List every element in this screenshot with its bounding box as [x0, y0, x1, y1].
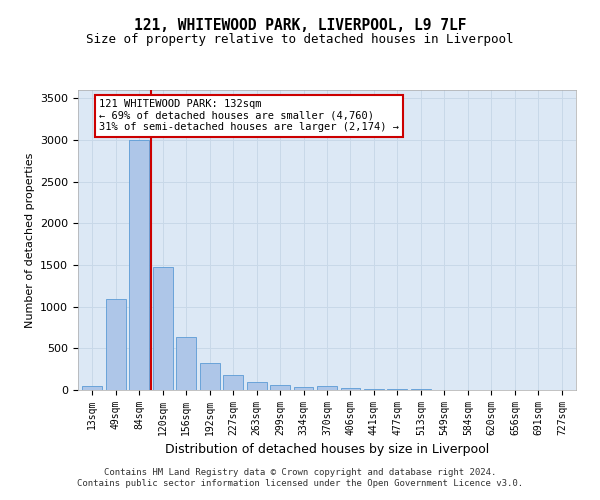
Y-axis label: Number of detached properties: Number of detached properties — [25, 152, 35, 328]
Bar — [270, 386, 290, 390]
Bar — [176, 336, 196, 390]
Text: 121 WHITEWOOD PARK: 132sqm
← 69% of detached houses are smaller (4,760)
31% of s: 121 WHITEWOOD PARK: 132sqm ← 69% of deta… — [99, 99, 399, 132]
Text: Size of property relative to detached houses in Liverpool: Size of property relative to detached ho… — [86, 32, 514, 46]
Bar — [293, 387, 313, 390]
Bar — [200, 362, 220, 390]
Bar — [152, 266, 173, 390]
Bar — [82, 386, 102, 390]
Bar — [247, 382, 266, 390]
Bar — [106, 299, 125, 390]
X-axis label: Distribution of detached houses by size in Liverpool: Distribution of detached houses by size … — [165, 444, 489, 456]
Bar — [317, 386, 337, 390]
Bar — [129, 140, 149, 390]
Text: 121, WHITEWOOD PARK, LIVERPOOL, L9 7LF: 121, WHITEWOOD PARK, LIVERPOOL, L9 7LF — [134, 18, 466, 32]
Bar — [341, 388, 361, 390]
Bar — [364, 388, 384, 390]
Text: Contains HM Land Registry data © Crown copyright and database right 2024.
Contai: Contains HM Land Registry data © Crown c… — [77, 468, 523, 487]
Bar — [223, 376, 243, 390]
Bar — [388, 389, 407, 390]
